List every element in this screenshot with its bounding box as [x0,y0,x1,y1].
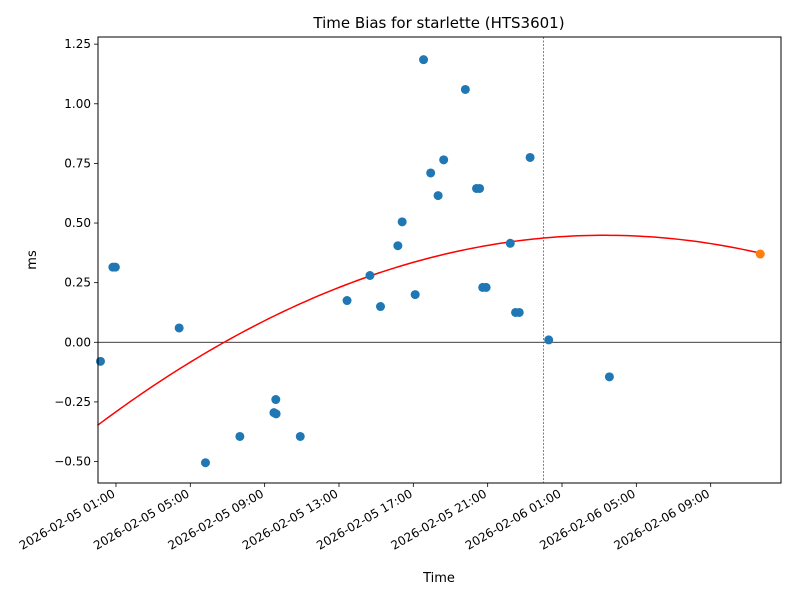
data-point-0 [95,356,105,366]
data-point-13 [393,241,403,251]
x-axis-label: Time [422,571,455,586]
chart-title: Time Bias for starlette (HTS3601) [312,14,564,32]
data-point-29 [544,335,554,345]
fit-curve [96,234,761,427]
data-point-17 [426,168,436,178]
y-tick-label-3: 0.25 [64,276,91,290]
data-point-4 [200,458,210,468]
plot-area [95,37,781,483]
data-point-15 [410,290,420,300]
data-point-2 [110,262,120,272]
highlight-point [755,249,765,259]
data-point-25 [505,238,515,248]
data-point-5 [235,431,245,441]
data-point-12 [375,302,385,312]
y-axis: −0.50 −0.25 0.00 0.25 0.50 0.75 1.00 1.25 [54,37,98,469]
data-point-11 [365,271,375,281]
data-point-27 [514,307,524,317]
y-tick-label-2: 0.00 [64,335,91,349]
y-tick-label-0: −0.50 [54,455,91,469]
data-point-7 [271,409,281,419]
y-tick-label-7: 1.25 [64,37,91,51]
y-axis-label: ms [25,250,40,270]
data-point-28 [525,152,535,162]
data-point-18 [433,191,443,201]
plot-frame [97,36,782,484]
data-point-24 [481,282,491,292]
data-point-30 [604,372,614,382]
data-point-22 [475,183,485,193]
data-point-16 [419,55,429,65]
data-point-19 [439,155,449,165]
data-point-3 [174,323,184,333]
y-tick-label-5: 0.75 [64,156,91,170]
y-tick-label-4: 0.50 [64,216,91,230]
data-point-8 [271,395,281,405]
data-point-9 [295,431,305,441]
y-tick-label-1: −0.25 [54,395,91,409]
data-point-20 [460,84,470,94]
y-tick-label-6: 1.00 [64,97,91,111]
data-point-14 [397,217,407,227]
data-point-10 [342,296,352,306]
